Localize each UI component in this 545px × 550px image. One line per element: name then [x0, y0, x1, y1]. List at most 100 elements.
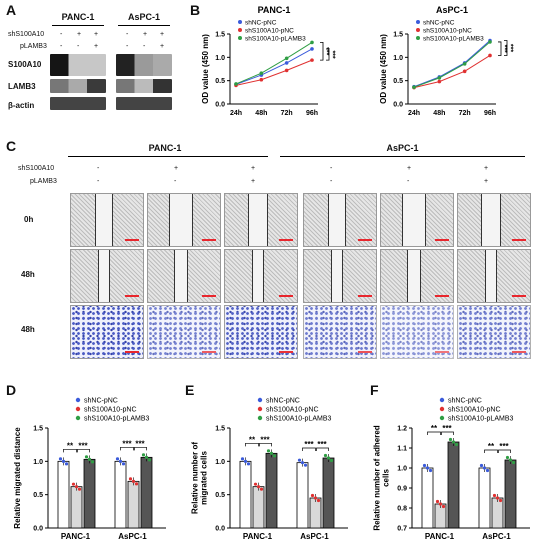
wound-image-0h: [303, 193, 377, 247]
bar: [296, 462, 309, 529]
bar-chart-migrated-distance: 0.0 0.5 1.0 1.5 Relative migrated distance PA…: [13, 398, 166, 541]
legend-marker: [75, 406, 81, 412]
scale-bar: [202, 295, 216, 297]
chart-title: PANC-1: [258, 5, 291, 15]
blot-label-beta-actin: β-actin: [8, 101, 35, 110]
transwell-image: [457, 305, 531, 359]
scale-bar: [435, 295, 449, 297]
data-point: [147, 458, 152, 462]
x-tick-label: 48h: [433, 110, 445, 117]
legend-marker: [257, 406, 263, 412]
data-point: [485, 468, 490, 473]
y-axis-label: cells: [382, 469, 391, 487]
legend-marker: [416, 20, 420, 24]
data-point: [87, 457, 92, 461]
blot-label-lamb3: LAMB3: [8, 82, 36, 91]
panel-label-d: D: [6, 382, 17, 398]
wound-gap: [252, 250, 264, 302]
blot-label-s100a10: S100A10: [8, 60, 42, 69]
data-point: [462, 62, 467, 66]
scale-bar: [125, 295, 139, 297]
data-point: [310, 58, 314, 62]
y-tick-label: 0.7: [397, 526, 407, 533]
data-point: [498, 498, 503, 503]
blot-group-title-aspc1: AsPC-1: [127, 12, 160, 22]
y-axis-label: Relative migrated distance: [13, 427, 22, 529]
transwell-image: [380, 305, 454, 359]
data-point: [505, 455, 510, 460]
data-point: [77, 487, 82, 491]
y-tick-label: 1.5: [33, 426, 43, 433]
wound-gap: [328, 194, 346, 246]
data-point: [259, 71, 264, 75]
scale-bar: [435, 351, 449, 353]
chart-title: AsPC-1: [436, 5, 468, 15]
blot-s100a10-aspc1: [116, 54, 172, 76]
x-tick-label: 24h: [408, 110, 420, 117]
wound-gap: [95, 194, 113, 246]
data-point: [115, 457, 120, 461]
scale-bar: [202, 351, 216, 353]
scale-bar: [202, 239, 216, 241]
wound-gap: [402, 194, 426, 246]
significance-stars: ***: [507, 44, 514, 52]
bar: [309, 497, 322, 529]
wound-gap: [169, 194, 193, 246]
data-point: [326, 456, 331, 460]
wound-image-48h: [457, 249, 531, 303]
y-tick-label: 0.5: [215, 492, 225, 499]
significance-bracket: [427, 431, 441, 435]
data-point: [71, 482, 76, 486]
significance-bracket: [504, 40, 508, 56]
treatment-mark: -: [126, 31, 129, 38]
significance-bracket: [498, 41, 502, 56]
legend-label: shNC-pNC: [245, 20, 277, 27]
wound-image-0h: [457, 193, 531, 247]
wound-image-0h: [224, 193, 298, 247]
data-point: [266, 449, 271, 453]
panel-label-e: E: [185, 382, 195, 398]
blot-group-underline: [118, 25, 170, 26]
legend-label: shS100A10-pLAMB3: [84, 416, 149, 423]
y-tick-label: 0.5: [33, 492, 43, 499]
wound-gap: [485, 250, 497, 302]
significance-stars: ***: [135, 439, 145, 448]
data-point: [134, 482, 139, 486]
legend-marker: [416, 36, 420, 40]
bar-chart-adhered-cells: 0.7 0.8 0.9 1.0 1.1 1.2 Relative number of adh…: [373, 398, 530, 541]
data-point: [441, 504, 446, 509]
data-point: [84, 455, 89, 459]
bar: [239, 460, 252, 529]
data-point: [488, 53, 492, 58]
treatment-mark: -: [330, 165, 333, 172]
y-tick-label: 1.0: [215, 459, 225, 466]
image-group-title-aspc1: AsPC-1: [386, 143, 419, 153]
data-point: [246, 462, 251, 466]
x-tick-label: 96h: [306, 110, 318, 117]
series-line: [235, 59, 313, 86]
data-point: [144, 455, 149, 459]
data-point: [488, 40, 492, 44]
significance-stars: ***: [122, 439, 132, 448]
data-point: [303, 463, 308, 467]
legend-label: shS100A10-pNC: [84, 407, 137, 414]
data-point: [428, 468, 433, 473]
legend-marker: [416, 28, 420, 32]
data-point: [284, 61, 289, 65]
image-group-title-panc1: PANC-1: [148, 143, 182, 153]
data-point: [300, 461, 305, 465]
data-point: [310, 40, 314, 45]
legend-label: shS100A10-pNC: [266, 407, 319, 414]
bar: [70, 486, 83, 529]
treatment-mark: +: [407, 165, 412, 172]
legend-marker: [439, 415, 445, 421]
data-point: [131, 479, 136, 483]
bar: [265, 452, 278, 529]
bar-chart-migrated-cells: 0.0 0.5 1.0 1.5 Relative number of migrated c…: [191, 398, 348, 541]
data-point: [284, 68, 289, 73]
treatment-mark: +: [160, 31, 165, 38]
scale-bar: [512, 295, 526, 297]
significance-stars: **: [67, 441, 74, 450]
y-tick-label: 0.0: [393, 102, 403, 109]
legend-label: shS100A10-pLAMB3: [423, 36, 484, 43]
